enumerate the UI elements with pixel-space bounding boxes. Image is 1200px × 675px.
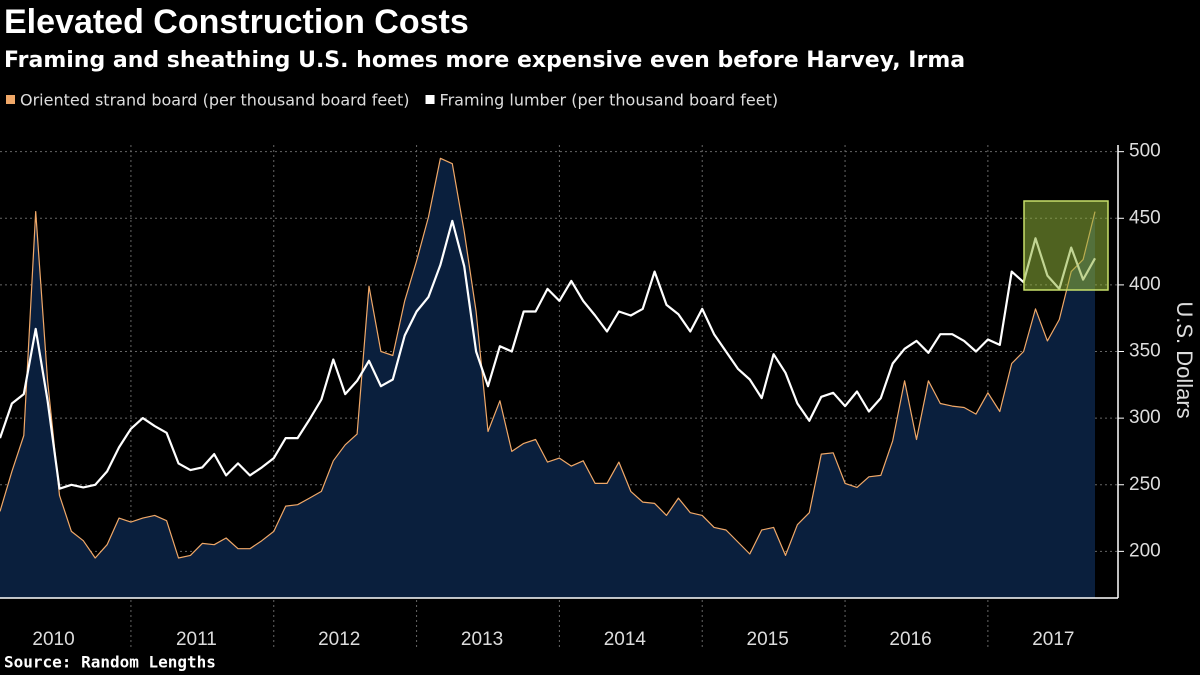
y-axis-label: U.S. Dollars xyxy=(1172,301,1197,418)
y-tick-label: 200 xyxy=(1129,540,1161,561)
plot xyxy=(0,157,1096,599)
x-tick-label: 2013 xyxy=(461,629,503,650)
legend-label: Oriented strand board (per thousand boar… xyxy=(20,91,410,110)
line xyxy=(0,219,1096,490)
x-tick-label: 2014 xyxy=(604,629,647,650)
axes: 200 250 300 350 400 450 500 2010 2011 2012 2013 201… xyxy=(0,141,1161,650)
y-tick-label: 450 xyxy=(1129,207,1161,228)
x-tick-label: 2012 xyxy=(318,629,360,650)
y-tick-label: 300 xyxy=(1129,407,1161,428)
x-tick-label: 2010 xyxy=(32,629,74,650)
legend-swatch xyxy=(6,95,15,104)
x-tick-label: 2011 xyxy=(176,629,217,650)
y-tick-label: 250 xyxy=(1129,474,1161,495)
chart-subtitle: Framing and sheathing U.S. homes more ex… xyxy=(4,48,965,73)
legend-label: Framing lumber (per thousand board feet) xyxy=(440,91,779,110)
y-tick-label: 500 xyxy=(1129,141,1161,162)
legend-swatch xyxy=(425,95,435,104)
x-tick-label: 2015 xyxy=(747,629,789,650)
legend: Oriented strand board (per thousand boar… xyxy=(6,91,778,110)
y-tick-label: 350 xyxy=(1129,341,1161,362)
y-tick-label: 400 xyxy=(1129,274,1161,295)
line xyxy=(0,157,1096,559)
highlight-box xyxy=(1023,200,1109,291)
x-tick-label: 2017 xyxy=(1032,629,1074,650)
area xyxy=(0,158,1095,599)
source: Source: Random Lengths xyxy=(4,653,216,672)
chart-title: Elevated Construction Costs xyxy=(4,3,469,41)
x-tick-label: 2016 xyxy=(889,629,931,650)
